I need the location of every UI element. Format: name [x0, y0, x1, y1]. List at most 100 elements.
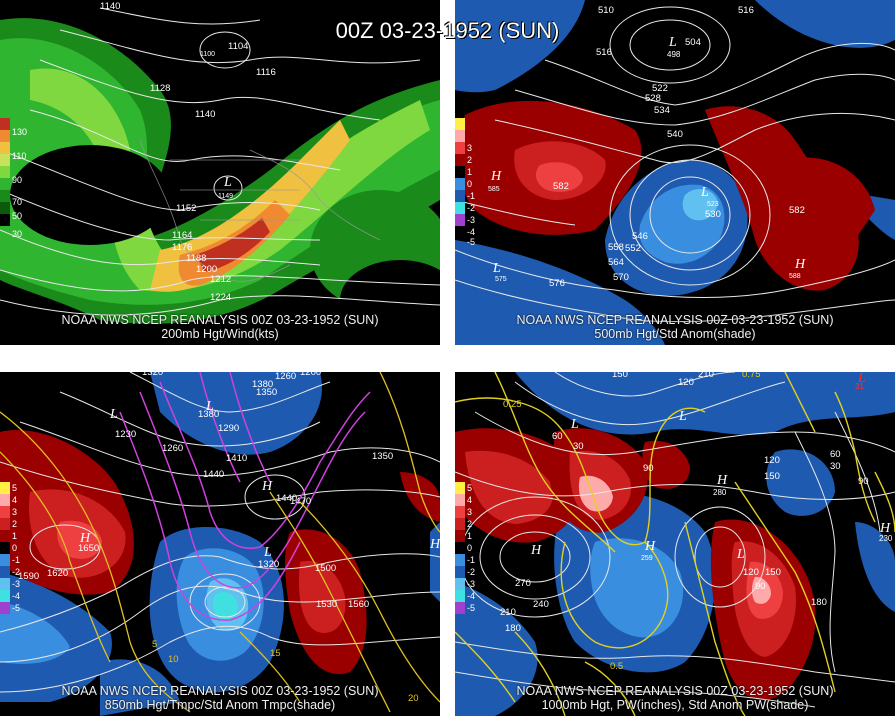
- contour-label: 1380: [198, 409, 220, 420]
- contour-label: 1188: [186, 253, 207, 264]
- contour-label: 516: [738, 5, 754, 16]
- contour-label: 120: [764, 455, 780, 466]
- panel-1000mb-pw: 5 4 3 2 1 0 -1 -2 -3 -4 -5 150 210 120 3…: [455, 372, 895, 716]
- contour-label: 582: [553, 181, 569, 192]
- low-marker: L: [679, 409, 687, 424]
- contour-label: 210: [500, 607, 516, 618]
- contour-label: 180: [505, 623, 521, 634]
- legend-label: 110: [12, 151, 27, 161]
- caption-field: 1000mb Hgt, PW(inches), Std Anom PW(shad…: [541, 698, 809, 712]
- legend-label: 4: [467, 495, 473, 505]
- legend-label: -3: [467, 215, 476, 225]
- contour-label: 1200: [300, 372, 322, 378]
- low-marker: L: [669, 35, 677, 50]
- contour-label: 280: [713, 488, 727, 497]
- legend-label: 2: [467, 519, 473, 529]
- contour-label: 90: [643, 463, 654, 474]
- high-marker: H: [80, 531, 91, 546]
- high-marker: H: [262, 479, 273, 494]
- low-marker: L: [571, 417, 579, 432]
- low-marker: L: [110, 407, 118, 422]
- contour-label: 1590: [18, 571, 40, 582]
- map-200mb: [0, 0, 440, 345]
- legend-label: 70: [12, 197, 23, 207]
- contour-label: 498: [667, 50, 681, 59]
- contour-label: 1560: [348, 599, 370, 610]
- legend-label: 4: [12, 495, 18, 505]
- contour-label: 1149: [218, 193, 234, 200]
- low-marker: L: [701, 185, 709, 200]
- contour-label: 180: [811, 597, 827, 608]
- caption-field: 500mb Hgt/Std Anom(shade): [594, 327, 756, 341]
- contour-label: 1440: [203, 469, 225, 480]
- low-marker: L: [224, 175, 232, 190]
- contour-label: 60: [552, 431, 563, 442]
- contour-label: 528: [645, 93, 661, 104]
- contour-label: 510: [598, 5, 614, 16]
- contour-label: 210: [698, 372, 714, 380]
- contour-label: 1410: [226, 453, 248, 464]
- map-850mb: [0, 372, 440, 716]
- contour-label: 522: [652, 83, 668, 94]
- contour-label: 60: [830, 449, 841, 460]
- wind-legend: 130 110 90 70 50 30: [0, 118, 27, 239]
- contour-label: 552: [625, 243, 641, 254]
- contour-label: 1500: [315, 563, 337, 574]
- contour-label: 30: [573, 441, 584, 452]
- contour-label: 1116: [256, 67, 276, 78]
- contour-label: 504: [685, 37, 701, 48]
- low-marker: L: [206, 399, 214, 414]
- legend-label: 3: [467, 143, 473, 153]
- contour-label: 523: [707, 201, 719, 208]
- legend-label: -4: [467, 227, 476, 237]
- legend-label: 0: [467, 543, 473, 553]
- contour-label: 30: [830, 461, 841, 472]
- contour-label: 120: [678, 377, 694, 388]
- contour-label: 1290: [218, 423, 240, 434]
- contour-label: 1140: [195, 109, 216, 120]
- contour-label: 585: [488, 186, 500, 193]
- high-marker: H: [645, 539, 656, 554]
- legend-label: -3: [467, 579, 476, 589]
- legend-label: -1: [467, 191, 476, 201]
- contour-label: 1164: [172, 230, 193, 241]
- panel-500mb-anom: 3 2 1 0 -1 -2 -3 -4 -5 510 516 522 528 5…: [455, 0, 895, 345]
- low-marker: L: [493, 261, 501, 276]
- contour-label: 1380: [252, 379, 274, 390]
- contour-label: 1200: [196, 264, 218, 275]
- caption-source: NOAA NWS NCEP REANALYSIS 00Z 03-23-1952 …: [61, 313, 379, 327]
- contour-label: 10: [168, 654, 179, 665]
- contour-label: 1620: [47, 568, 69, 579]
- contour-label: 588: [789, 273, 801, 280]
- map-1000mb: [455, 372, 895, 716]
- contour-label: 1100: [200, 51, 216, 58]
- legend-label: 130: [12, 127, 28, 137]
- legend-label: -1: [12, 555, 21, 565]
- contour-label: 270: [515, 578, 531, 589]
- map-500mb: [455, 0, 895, 345]
- legend-label: 0: [12, 543, 18, 553]
- legend-label: 2: [12, 519, 18, 529]
- legend-label: 5: [467, 483, 473, 493]
- contour-label: 530: [705, 209, 721, 220]
- legend-label: 50: [12, 211, 23, 221]
- contour-label: 1350: [256, 387, 278, 398]
- contour-label: 120: [743, 567, 759, 578]
- contour-label: 0.5: [610, 661, 624, 672]
- contour-label: 0.75: [742, 372, 761, 380]
- anom-legend: 5 4 3 2 1 0 -1 -2 -3 -4 -5: [455, 482, 475, 614]
- contour-label: 1230: [115, 429, 137, 440]
- caption-field: 200mb Hgt/Wind(kts): [161, 327, 279, 341]
- contour-label: 1530: [316, 599, 338, 610]
- low-marker: L: [264, 545, 272, 560]
- contour-label: 1440: [276, 493, 298, 504]
- contour-label: 1320: [258, 559, 280, 570]
- contour-label: 1212: [210, 274, 232, 285]
- panel-200mb-wind: 130 110 90 70 50 30 1140 1104 1116 1128 …: [0, 0, 440, 345]
- low-marker: L: [737, 547, 745, 562]
- anom-legend: 3 2 1 0 -1 -2 -3 -4 -5: [455, 118, 475, 247]
- high-marker: H: [491, 169, 502, 184]
- legend-label: 0: [467, 179, 473, 189]
- legend-label: -3: [12, 579, 21, 589]
- legend-label: 1: [467, 167, 473, 177]
